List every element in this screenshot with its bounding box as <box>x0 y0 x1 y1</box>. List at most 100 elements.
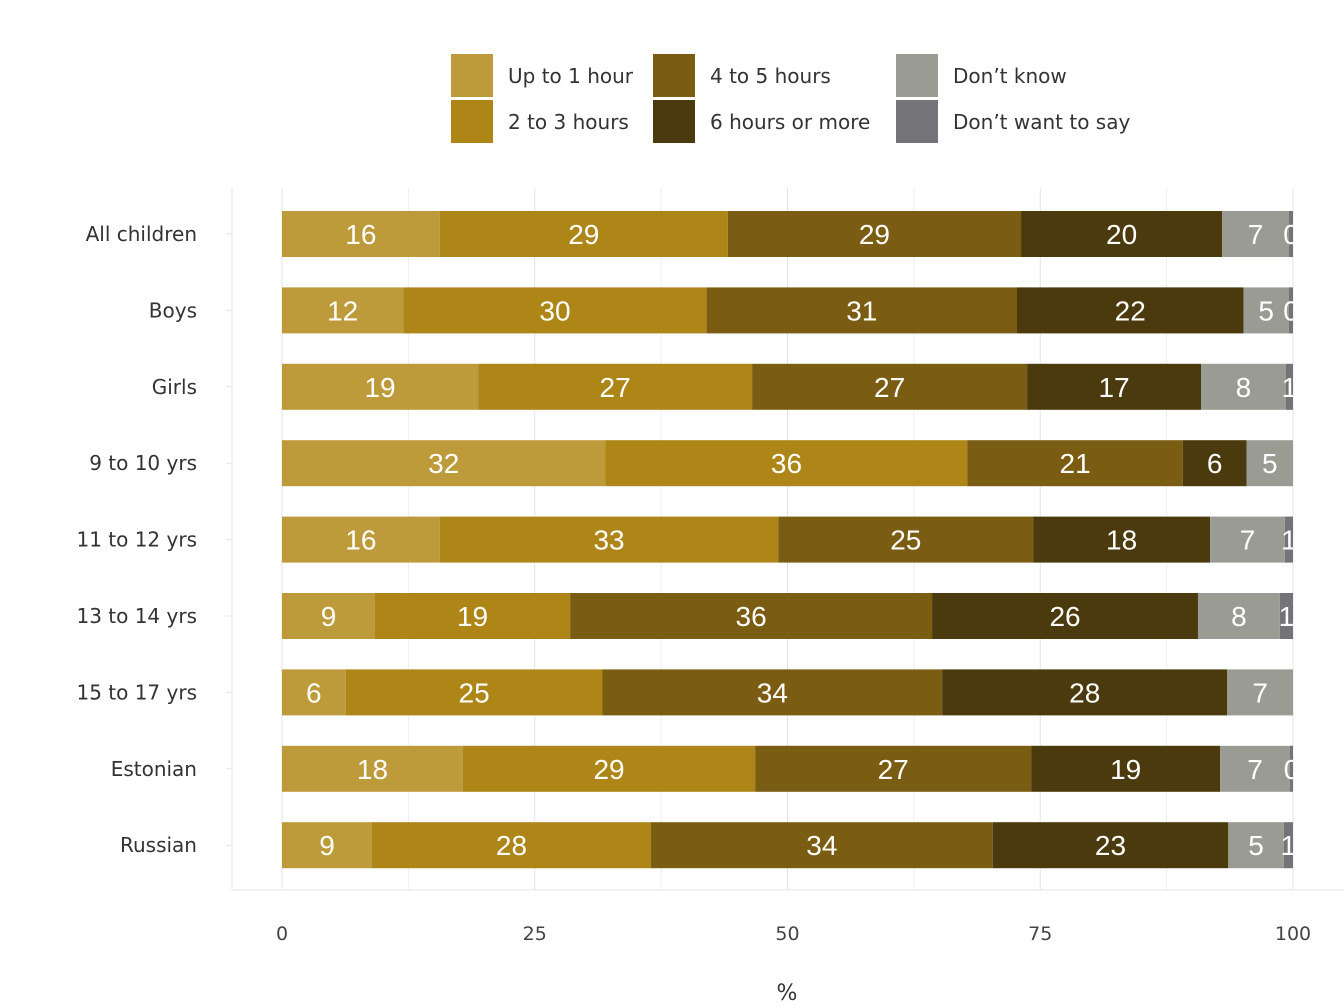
data-label: 7 <box>1240 525 1256 556</box>
data-label: 32 <box>428 448 459 479</box>
bar-segment <box>439 516 779 563</box>
data-label: 1 <box>1281 830 1297 861</box>
bar-segment <box>942 669 1228 716</box>
legend-label: 2 to 3 hours <box>508 110 629 134</box>
category-labels: All children Boys Girls 9 to 10 yrs 11 to 12… <box>76 222 232 857</box>
bar-segment <box>752 363 1028 410</box>
data-label: 7 <box>1247 754 1263 785</box>
bar-row: 16 29 29 20 7 0 <box>282 211 1299 257</box>
bar-segment <box>282 669 346 716</box>
bar-segment <box>1220 745 1290 792</box>
data-label: 19 <box>364 372 395 403</box>
x-tick-labels: 0 25 50 75 100 <box>276 923 1311 945</box>
bar-segment <box>1210 516 1285 563</box>
data-label: 12 <box>327 295 358 326</box>
category-label: 11 to 12 yrs <box>76 528 197 552</box>
bar-row: 19 27 27 17 8 1 <box>282 363 1298 410</box>
x-tick-label: 50 <box>775 923 799 945</box>
bar-segment <box>1197 593 1280 639</box>
bar-segment <box>1246 440 1293 487</box>
data-label: 0 <box>1283 219 1299 250</box>
x-tick-label: 25 <box>523 923 547 945</box>
data-label: 18 <box>1106 525 1137 556</box>
data-label: 6 <box>306 677 322 708</box>
data-label: 26 <box>1049 601 1080 632</box>
bar-segment <box>1288 211 1293 257</box>
data-label: 23 <box>1095 830 1126 861</box>
category-label: Boys <box>149 298 197 322</box>
category-label: Russian <box>120 833 197 857</box>
legend: Up to 1 hour 2 to 3 hours 4 to 5 hours 6 ho… <box>451 54 1130 143</box>
bar-segment <box>706 287 1017 334</box>
bar-segment <box>345 669 603 716</box>
data-label: 34 <box>806 830 837 861</box>
legend-swatch <box>896 54 938 97</box>
data-label: 8 <box>1236 372 1252 403</box>
x-axis-title: % <box>777 981 798 1006</box>
legend-item: 2 to 3 hours <box>451 100 629 143</box>
bar-row: 6 25 34 28 7 <box>282 669 1293 716</box>
category-label: All children <box>86 222 197 246</box>
bar-segment <box>282 745 463 792</box>
category-label: 9 to 10 yrs <box>89 451 197 475</box>
legend-label: 6 hours or more <box>710 110 870 134</box>
legend-label: Don’t want to say <box>953 110 1130 134</box>
bar-row: 12 30 31 22 5 0 <box>282 287 1293 334</box>
data-label: 5 <box>1258 295 1274 326</box>
data-label: 25 <box>890 525 921 556</box>
bar-segment <box>727 211 1022 257</box>
data-label: 31 <box>846 295 877 326</box>
bar-segment <box>755 745 1032 792</box>
bar-segment <box>651 822 993 869</box>
data-label: 36 <box>736 601 767 632</box>
data-label: 9 <box>321 601 337 632</box>
data-label: 19 <box>1110 754 1141 785</box>
bar-segment <box>1033 516 1211 563</box>
bar-segment <box>282 440 606 487</box>
data-label: 30 <box>539 295 570 326</box>
data-label: 28 <box>496 830 527 861</box>
bar-segment <box>1279 593 1293 639</box>
bar-segment <box>1283 822 1293 869</box>
bar-segment <box>403 287 707 334</box>
legend-swatch <box>653 100 695 143</box>
bar-segment <box>282 593 376 639</box>
bar-segment <box>1243 287 1289 334</box>
data-label: 9 <box>319 830 335 861</box>
data-label: 1 <box>1282 372 1298 403</box>
bar-segment <box>1200 363 1286 410</box>
legend-swatch <box>653 54 695 97</box>
bar-segment <box>371 822 652 869</box>
data-label: 17 <box>1098 372 1129 403</box>
data-label: 28 <box>1069 677 1100 708</box>
data-label: 27 <box>878 754 909 785</box>
data-label: 36 <box>771 448 802 479</box>
legend-swatch <box>896 100 938 143</box>
data-label: 34 <box>757 677 788 708</box>
legend-item: 6 hours or more <box>653 100 870 143</box>
bars: 16 29 29 20 7 012 30 31 22 5 019 27 27 17 8 132 36 21 6 516… <box>282 211 1299 869</box>
bar-segment <box>462 745 756 792</box>
bar-segment <box>1289 745 1293 792</box>
data-label: 8 <box>1231 601 1247 632</box>
legend-label: Up to 1 hour <box>508 64 634 88</box>
legend-swatch <box>451 100 493 143</box>
data-label: 29 <box>568 219 599 250</box>
data-label: 16 <box>345 219 376 250</box>
bar-segment <box>605 440 968 487</box>
data-label: 22 <box>1115 295 1146 326</box>
data-label: 1 <box>1279 601 1295 632</box>
legend-item: 4 to 5 hours <box>653 54 831 97</box>
bar-segment <box>1227 669 1293 716</box>
bar-segment <box>1288 287 1293 334</box>
category-label: Estonian <box>111 757 197 781</box>
bar-segment <box>1284 516 1293 563</box>
bar-segment <box>1222 211 1289 257</box>
bar-segment <box>1021 211 1223 257</box>
bar-row: 9 28 34 23 5 1 <box>282 822 1297 869</box>
bar-row: 18 29 27 19 7 0 <box>282 745 1293 792</box>
data-label: 7 <box>1248 219 1264 250</box>
data-label: 29 <box>593 754 624 785</box>
bar-segment <box>1027 363 1201 410</box>
bar-segment <box>478 363 753 410</box>
